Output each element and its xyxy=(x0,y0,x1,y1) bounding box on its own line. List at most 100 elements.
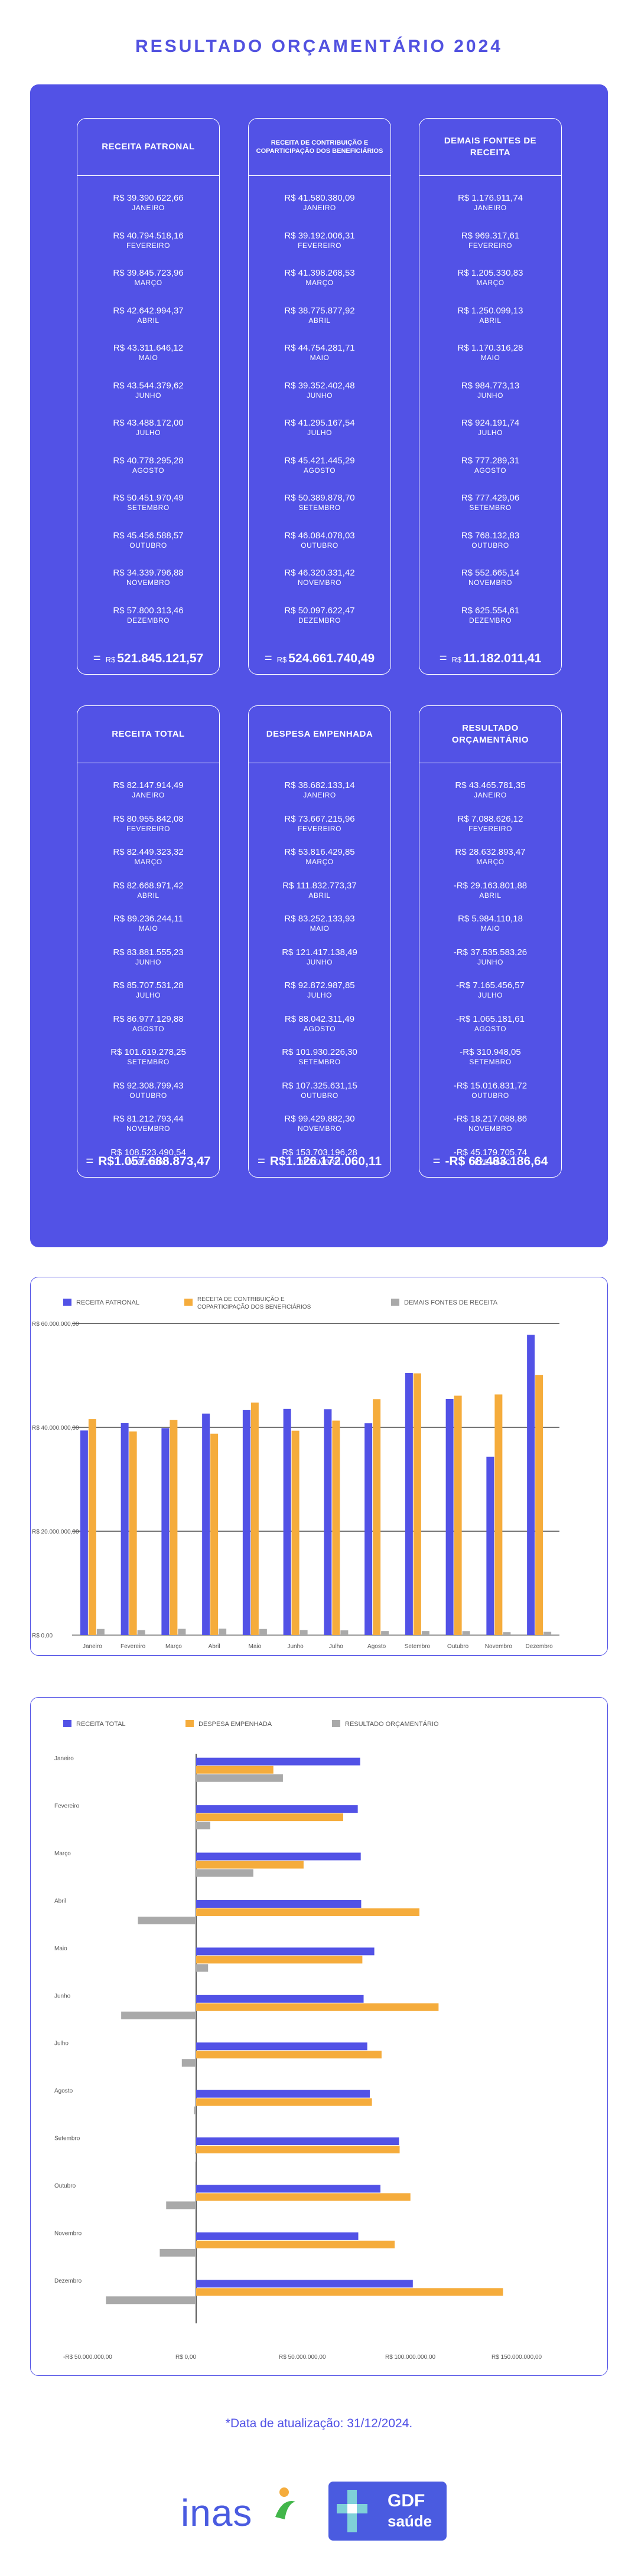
row-month: JUNHO xyxy=(135,391,161,400)
row-value: R$ 42.642.994,37 xyxy=(113,305,184,316)
row-value: R$ 107.325.631,15 xyxy=(282,1080,357,1091)
row-value: -R$ 18.217.088,86 xyxy=(453,1114,528,1124)
bar xyxy=(196,1822,210,1830)
row-month: JULHO xyxy=(478,991,503,999)
row-month: JANEIRO xyxy=(132,791,165,799)
row-month: OUTUBRO xyxy=(471,541,509,550)
bar xyxy=(291,1430,300,1635)
summary-row: R$ 80.955.842,08 FEVEREIRO xyxy=(77,814,219,833)
row-value: R$ 43.544.379,62 xyxy=(113,380,184,391)
total-value: 1.057.688.873,47 xyxy=(114,1155,211,1168)
row-value: R$ 41.580.380,09 xyxy=(284,193,355,203)
legend-label: DEMAIS FONTES DE RECEITA xyxy=(404,1299,498,1306)
row-month: NOVEMBRO xyxy=(468,578,512,587)
bar xyxy=(210,1433,219,1635)
row-value: R$ 108.523.490,54 xyxy=(110,1147,186,1158)
bar xyxy=(166,2201,196,2209)
bar xyxy=(194,2106,196,2114)
summary-row: -R$ 29.163.801,88 ABRIL xyxy=(419,881,561,900)
y-tick-label: R$ 40.000.000,00 xyxy=(32,1425,79,1431)
summary-row: R$ 50.389.878,70 SETEMBRO xyxy=(249,493,390,512)
summary-card-title: RESULTADO ORÇAMENTÁRIO xyxy=(419,706,561,763)
summary-row: R$ 39.192.006,31 FEVEREIRO xyxy=(249,231,390,250)
summary-row: R$ 39.390.622,66 JANEIRO xyxy=(77,193,219,212)
row-value: R$ 40.778.295,28 xyxy=(113,455,184,466)
row-month: JUNHO xyxy=(307,391,333,400)
row-month: MARÇO xyxy=(476,279,504,287)
bar xyxy=(454,1395,462,1635)
summary-row: R$ 108.523.490,54 DEZEMBRO xyxy=(77,1148,219,1166)
summary-row: R$ 46.084.078,03 OUTUBRO xyxy=(249,531,390,550)
total-value: 521.845.121,57 xyxy=(117,652,204,665)
row-month: MAIO xyxy=(310,924,330,933)
summary-card-title: RECEITA TOTAL xyxy=(77,706,219,763)
row-value: R$ 1.205.330,83 xyxy=(457,268,523,278)
summary-row: R$ 41.398.268,53 MARÇO xyxy=(249,268,390,287)
bar xyxy=(196,1869,253,1877)
bar xyxy=(196,1900,362,1908)
row-month: JUNHO xyxy=(477,391,503,400)
row-month: JUNHO xyxy=(135,957,161,966)
row-month: JANEIRO xyxy=(132,204,165,212)
row-month: NOVEMBRO xyxy=(126,578,170,587)
row-value: R$ 92.308.799,43 xyxy=(113,1080,184,1091)
bar xyxy=(196,2051,382,2059)
summary-row: R$ 88.042.311,49 AGOSTO xyxy=(249,1014,390,1033)
row-month: FEVEREIRO xyxy=(298,241,341,250)
row-value: R$ 28.632.893,47 xyxy=(455,847,526,857)
row-value: R$ 924.191,74 xyxy=(461,418,520,428)
row-month: SETEMBRO xyxy=(298,1058,341,1066)
bar xyxy=(121,2011,196,2019)
row-month: ABRIL xyxy=(137,891,160,900)
row-value: R$ 88.042.311,49 xyxy=(284,1014,355,1024)
inas-figure-icon xyxy=(275,2487,295,2519)
x-tick-label: Agosto xyxy=(367,1643,386,1650)
bar xyxy=(196,2185,381,2193)
summary-card: RECEITA PATRONAL R$ 39.390.622,66 JANEIRO R… xyxy=(77,118,220,675)
row-value: R$ 768.132,83 xyxy=(461,530,520,541)
summary-row: R$ 984.773,13 JUNHO xyxy=(419,381,561,400)
bar xyxy=(196,2098,372,2106)
bar xyxy=(170,1420,178,1635)
y-tick-label: Fevereiro xyxy=(54,1803,80,1810)
bar xyxy=(196,1964,209,1972)
total-equals: = xyxy=(86,1153,94,1168)
bar xyxy=(129,1431,137,1635)
summary-total: = R$ 524.661.740,49 xyxy=(249,650,390,666)
total-currency: R$ xyxy=(105,655,116,664)
summary-card-title: DEMAIS FONTES DE RECEITA xyxy=(419,119,561,176)
x-tick-label: Março xyxy=(165,1643,182,1650)
row-value: R$ 89.236.244,11 xyxy=(113,914,184,924)
total-value: -R$ 68.483.186,64 xyxy=(445,1155,548,1168)
row-value: R$ 38.682.133,14 xyxy=(284,780,355,790)
row-value: R$ 50.097.622,47 xyxy=(284,605,355,616)
row-month: AGOSTO xyxy=(474,1024,507,1033)
row-value: R$ 7.088.626,12 xyxy=(457,813,523,824)
receitas-bar-chart: R$ 0,00 R$ 20.000.000,00 R$ 40.000.000,00 R… xyxy=(32,1295,559,1650)
summary-row: -R$ 310.948,05 SETEMBRO xyxy=(419,1047,561,1066)
bar xyxy=(196,1995,364,2003)
row-month: FEVEREIRO xyxy=(298,824,341,833)
summary-row: R$ 7.088.626,12 FEVEREIRO xyxy=(419,814,561,833)
bar xyxy=(196,2090,370,2098)
y-tick-label: Maio xyxy=(54,1946,67,1952)
row-value: R$ 984.773,13 xyxy=(461,380,520,391)
total-currency: R$ xyxy=(98,1155,115,1168)
summary-row: R$ 1.170.316,28 MAIO xyxy=(419,343,561,362)
row-month: DEZEMBRO xyxy=(126,616,170,625)
row-value: -R$ 37.535.583,26 xyxy=(453,947,528,957)
row-month: JULHO xyxy=(136,991,161,999)
summary-row: R$ 81.212.793,44 NOVEMBRO xyxy=(77,1114,219,1133)
row-value: R$ 99.429.882,30 xyxy=(284,1114,355,1124)
x-tick-label: Maio xyxy=(249,1643,262,1650)
row-month: DEZEMBRO xyxy=(468,616,512,625)
total-currency: R$ xyxy=(269,1155,286,1168)
y-tick-label: Janeiro xyxy=(54,1756,74,1762)
total-equals: = xyxy=(432,1153,441,1168)
row-month: AGOSTO xyxy=(474,466,507,475)
row-month: DEZEMBRO xyxy=(468,1158,512,1166)
row-month: MARÇO xyxy=(305,858,334,866)
legend-swatch xyxy=(63,1299,71,1306)
bar xyxy=(219,1628,227,1635)
legend-swatch xyxy=(185,1720,194,1727)
